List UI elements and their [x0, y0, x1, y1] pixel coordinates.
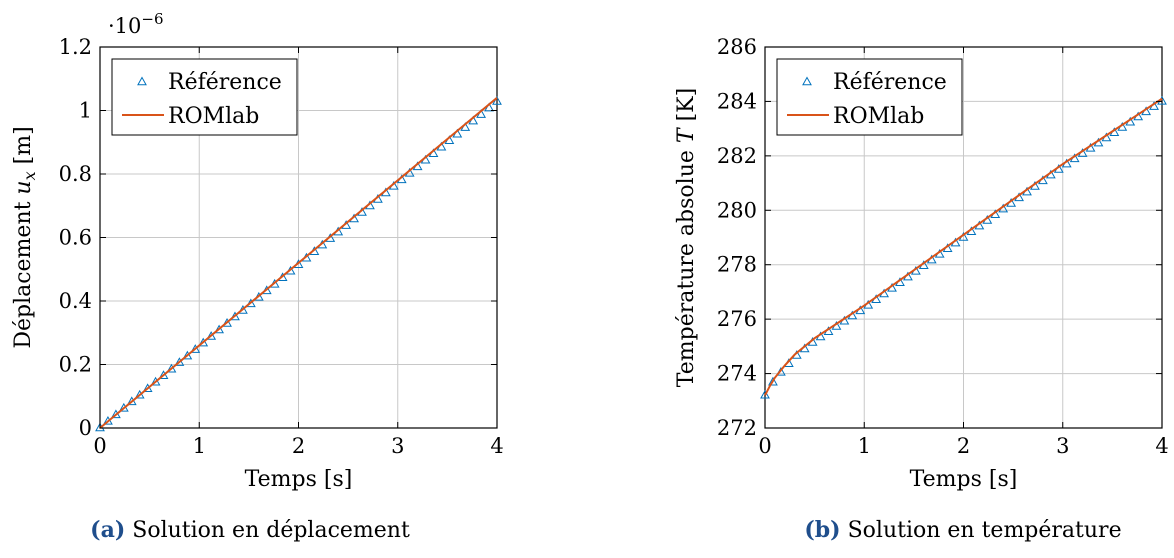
- x-tick-label: 4: [1155, 434, 1168, 458]
- x-tick-label: 3: [1056, 434, 1069, 458]
- y-tick-label: 0.6: [59, 226, 92, 250]
- y-tick-label: 276: [717, 307, 757, 331]
- y-tick-label: 0.2: [59, 353, 92, 377]
- x-tick-labels: 0 1 2 3 4: [758, 47, 1169, 458]
- data-point-reference: [198, 337, 209, 347]
- data-point-reference: [760, 389, 770, 399]
- y-tick-label: 0: [79, 416, 92, 440]
- y-tick-label: 272: [717, 416, 757, 440]
- y-tick-labels: 272 274 276 278 280 282 284 286: [717, 35, 1162, 440]
- y-tick-label: 282: [717, 144, 757, 168]
- data-point-reference: [158, 370, 169, 379]
- caption-letter: (b): [804, 517, 840, 543]
- caption-space: [841, 518, 848, 543]
- x-tick-label: 1: [193, 434, 206, 458]
- y-axis-label-unit: [K]: [674, 88, 699, 129]
- data-point-reference: [222, 318, 232, 327]
- y-axis-label: Déplacement ux [m]: [11, 126, 39, 348]
- legend-label-romlab: ROMlab: [833, 104, 924, 129]
- x-tick-label: 0: [758, 434, 771, 458]
- legend-marker-reference: [137, 76, 147, 86]
- y-tick-label: 274: [717, 362, 757, 386]
- series-line-romlab: [764, 97, 1163, 396]
- caption-text: Solution en déplacement: [132, 518, 410, 543]
- series-romlab: [764, 97, 1163, 396]
- y-axis-label-prefix: Déplacement: [11, 195, 36, 349]
- series-romlab: [99, 97, 498, 429]
- legend-marker-reference: [802, 76, 812, 86]
- legend-label-reference: Référence: [833, 70, 947, 95]
- y-axis-label: Température absolue T [K]: [674, 88, 699, 387]
- chart-temperature: 0 1 2 3 4 272 274 276 278 280 282 284 286 Temps [s]…: [674, 35, 1169, 543]
- y-tick-label: 1.2: [59, 35, 92, 59]
- x-tick-label: 4: [490, 434, 503, 458]
- legend-box: [776, 58, 963, 136]
- caption-space: [125, 518, 132, 543]
- legend: Référence ROMlab: [111, 58, 298, 136]
- y-tick-label: 0.4: [59, 289, 92, 313]
- data-point-reference: [214, 324, 225, 334]
- series-line-romlab: [99, 97, 498, 429]
- y-axis-label-symbol: u: [11, 180, 36, 194]
- y-axis-label-symbol: T: [674, 126, 699, 143]
- x-axis-label: Temps [s]: [245, 467, 353, 492]
- y-tick-labels: 0 0.2 0.4 0.6 0.8 1 1.2: [59, 35, 497, 440]
- data-point-reference: [190, 344, 201, 353]
- x-axis-label: Temps [s]: [910, 467, 1018, 492]
- y-tick-label: 0.8: [59, 162, 92, 186]
- x-tick-label: 3: [391, 434, 404, 458]
- x-tick-label: 2: [957, 434, 970, 458]
- legend-triangle: [802, 76, 812, 86]
- multiplier-base: ·10: [108, 14, 141, 38]
- x-tick-label: 2: [292, 434, 305, 458]
- y-axis-label-unit: [m]: [11, 126, 36, 171]
- y-axis-label-prefix: Température absolue: [674, 143, 699, 387]
- data-point-reference: [174, 357, 185, 366]
- data-point-reference: [206, 331, 217, 340]
- y-axis-label-subscript: x: [20, 171, 39, 180]
- y-tick-label: 280: [717, 198, 757, 222]
- legend: Référence ROMlab: [776, 58, 963, 136]
- caption-letter: (a): [90, 517, 125, 543]
- data-point-reference: [182, 350, 193, 360]
- data-point-reference: [150, 376, 161, 386]
- y-tick-label: 1: [79, 99, 92, 123]
- legend-triangle: [137, 76, 147, 86]
- legend-label-reference: Référence: [168, 70, 282, 95]
- caption-b: (b) Solution en température: [804, 517, 1121, 543]
- x-tick-label: 0: [93, 434, 106, 458]
- y-tick-label: 284: [717, 89, 757, 113]
- y-axis-multiplier: ·10−6: [108, 10, 164, 38]
- chart-displacement: 0 1 2 3 4 0 0.2 0.4 0.6 0.8 1 1.2 Temps [s] Déplac…: [11, 10, 504, 543]
- x-tick-labels: 0 1 2 3 4: [93, 47, 504, 458]
- y-tick-label: 286: [717, 35, 757, 59]
- legend-box: [111, 58, 298, 136]
- data-point-reference: [166, 363, 177, 373]
- x-tick-label: 1: [858, 434, 871, 458]
- caption-a: (a) Solution en déplacement: [90, 517, 410, 543]
- caption-text: Solution en température: [848, 518, 1122, 543]
- data-point-reference: [768, 376, 778, 386]
- y-tick-label: 278: [717, 253, 757, 277]
- multiplier-exponent: −6: [141, 10, 163, 28]
- legend-label-romlab: ROMlab: [168, 104, 259, 129]
